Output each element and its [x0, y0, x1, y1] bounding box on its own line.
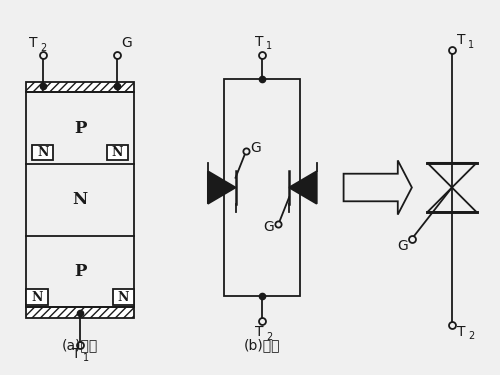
Text: T: T — [256, 325, 264, 339]
Text: P: P — [74, 120, 86, 137]
Text: G: G — [250, 141, 261, 155]
Text: T: T — [29, 36, 38, 50]
Bar — [224, 79, 300, 296]
Text: T: T — [256, 34, 264, 49]
Bar — [107, 145, 128, 160]
Text: T: T — [457, 325, 466, 339]
Bar — [26, 290, 48, 305]
Bar — [112, 290, 134, 305]
Text: G: G — [121, 36, 132, 50]
Text: 2: 2 — [40, 43, 46, 53]
Bar — [26, 82, 134, 92]
Text: 2: 2 — [266, 332, 272, 342]
Text: 1: 1 — [266, 41, 272, 51]
Text: N: N — [72, 191, 88, 208]
Text: 2: 2 — [468, 331, 474, 341]
Text: G: G — [397, 239, 407, 253]
Text: (a)结构: (a)结构 — [62, 339, 98, 352]
Text: P: P — [74, 263, 86, 280]
Text: T: T — [72, 347, 80, 362]
Polygon shape — [289, 171, 316, 204]
Text: N: N — [112, 146, 123, 159]
Text: T: T — [457, 33, 466, 47]
Text: N: N — [37, 146, 48, 159]
Text: N: N — [118, 291, 129, 304]
Polygon shape — [208, 171, 236, 204]
Text: G: G — [264, 220, 274, 234]
Text: N: N — [31, 291, 42, 304]
Bar — [32, 145, 53, 160]
Bar — [26, 92, 134, 307]
Bar — [26, 307, 134, 318]
Text: (b)电路: (b)电路 — [244, 339, 281, 352]
Text: 1: 1 — [82, 353, 88, 363]
Text: 1: 1 — [468, 40, 474, 50]
